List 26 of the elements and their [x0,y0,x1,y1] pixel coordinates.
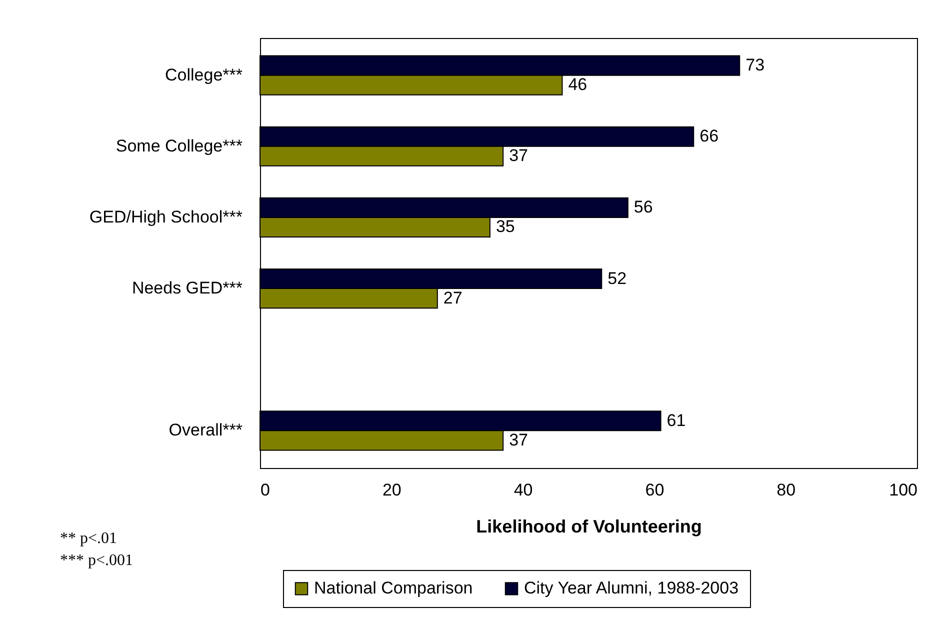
y-tick-label: College*** [165,65,243,84]
y-tick-label: Needs GED*** [132,278,243,298]
data-label: 37 [509,146,528,166]
data-label: 52 [608,268,627,288]
x-tick-label: 0 [260,480,270,500]
data-label: 56 [634,198,653,217]
text: *** p<.001 [60,552,134,570]
data-label: 61 [666,410,686,430]
x-tick-label: 20 [382,480,402,500]
y-tick-label: Some College*** [116,136,243,156]
data-label: 37 [509,430,528,450]
data-label: 35 [496,217,515,236]
data-label: 46 [568,75,588,94]
data-label: 27 [443,288,462,308]
legend-label: City Year Alumni, 1988-2003 [524,578,739,598]
x-tick-label: 40 [514,480,533,500]
x-tick-label: 80 [776,480,796,500]
text: ** p<.01 [60,530,118,548]
data-label: 73 [746,56,765,75]
legend-label: National Comparison [314,578,473,598]
x-axis-title: Likelihood of Volunteering [476,516,702,536]
data-label: 66 [700,126,719,146]
y-tick-label: GED/High School*** [89,207,243,226]
x-tick-label: 100 [889,480,918,500]
y-tick-label: Overall*** [168,420,243,440]
x-tick-label: 60 [645,480,664,500]
